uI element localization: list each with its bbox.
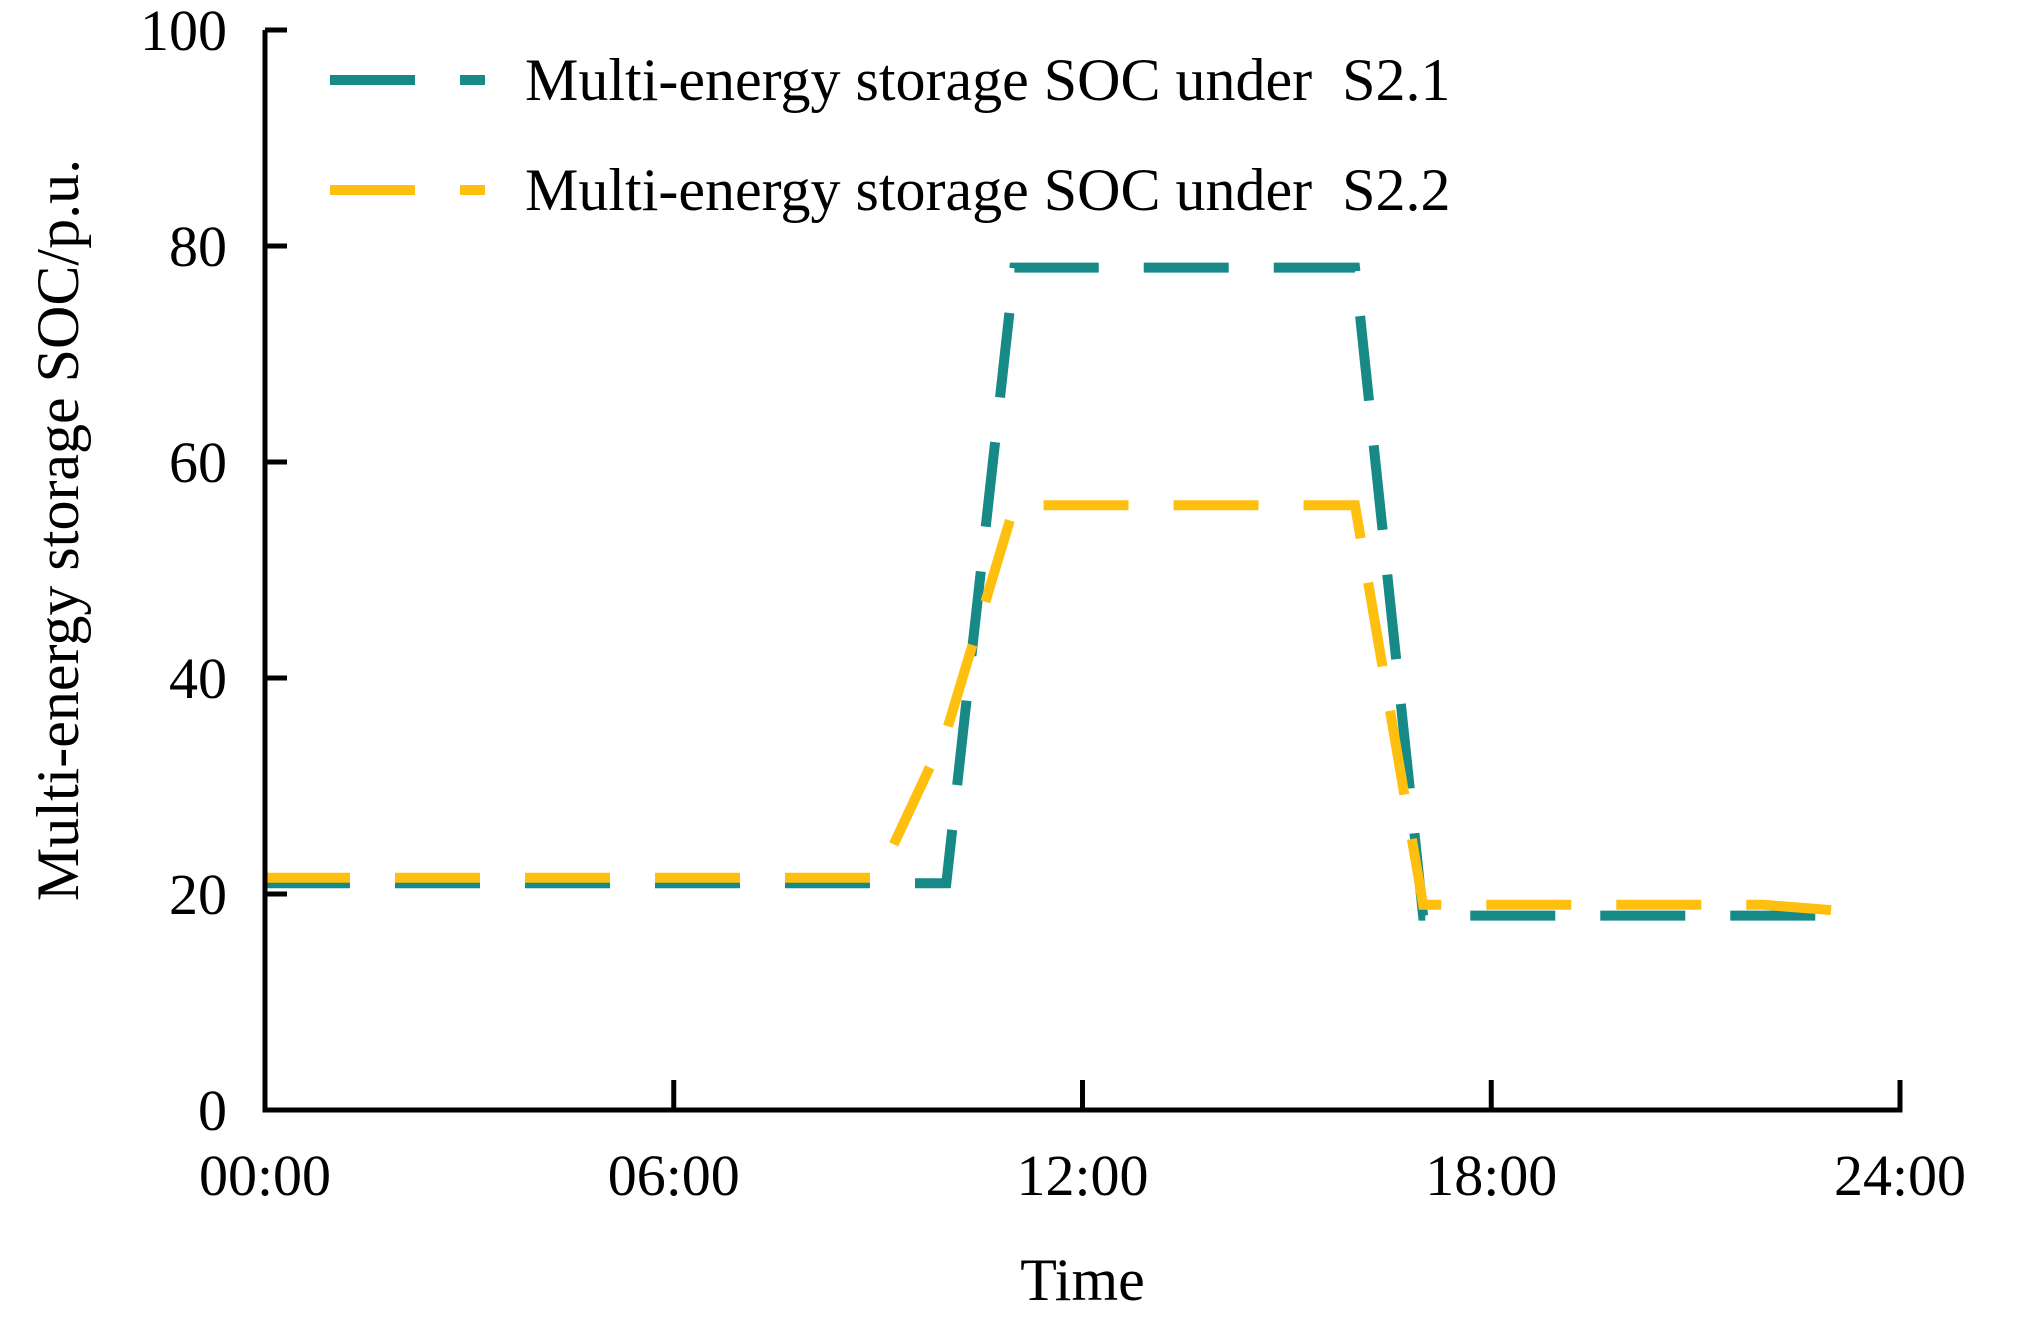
x-tick-label: 06:00 xyxy=(608,1143,740,1208)
legend: Multi-energy storage SOC under S2.1 Multi… xyxy=(330,47,1450,223)
x-tick-label: 24:00 xyxy=(1834,1143,1966,1208)
legend-item-multi-energy-storage-soc-under-s2-2: Multi-energy storage SOC under S2.2 xyxy=(330,157,1450,223)
y-tick-label: 60 xyxy=(169,430,227,495)
x-axis-title: Time xyxy=(1020,1247,1145,1313)
y-tick-label: 80 xyxy=(169,214,227,279)
legend-label: Multi-energy storage SOC under S2.1 xyxy=(525,47,1450,113)
y-tick-label: 0 xyxy=(198,1078,227,1143)
y-tick-label: 20 xyxy=(169,862,227,927)
ticks-layer: 0 20 40 60 80 100 00:00 06:00 12:00 18:00 24:00 xyxy=(140,0,1966,1208)
x-tick-label: 12:00 xyxy=(1016,1143,1148,1208)
series-line-multi-energy-storage-soc-under-s2-2 xyxy=(265,500,1833,916)
x-tick-label: 18:00 xyxy=(1425,1143,1557,1208)
x-tick-label: 00:00 xyxy=(199,1143,331,1208)
series-layer xyxy=(265,262,1833,921)
series-line-multi-energy-storage-soc-under-s2-1 xyxy=(265,262,1832,921)
legend-item-multi-energy-storage-soc-under-s2-1: Multi-energy storage SOC under S2.1 xyxy=(330,47,1450,113)
y-axis-title: Multi-energy storage SOC/p.u. xyxy=(25,159,91,901)
legend-label: Multi-energy storage SOC under S2.2 xyxy=(525,157,1450,223)
y-tick-label: 40 xyxy=(169,646,227,711)
y-tick-label: 100 xyxy=(140,0,227,63)
